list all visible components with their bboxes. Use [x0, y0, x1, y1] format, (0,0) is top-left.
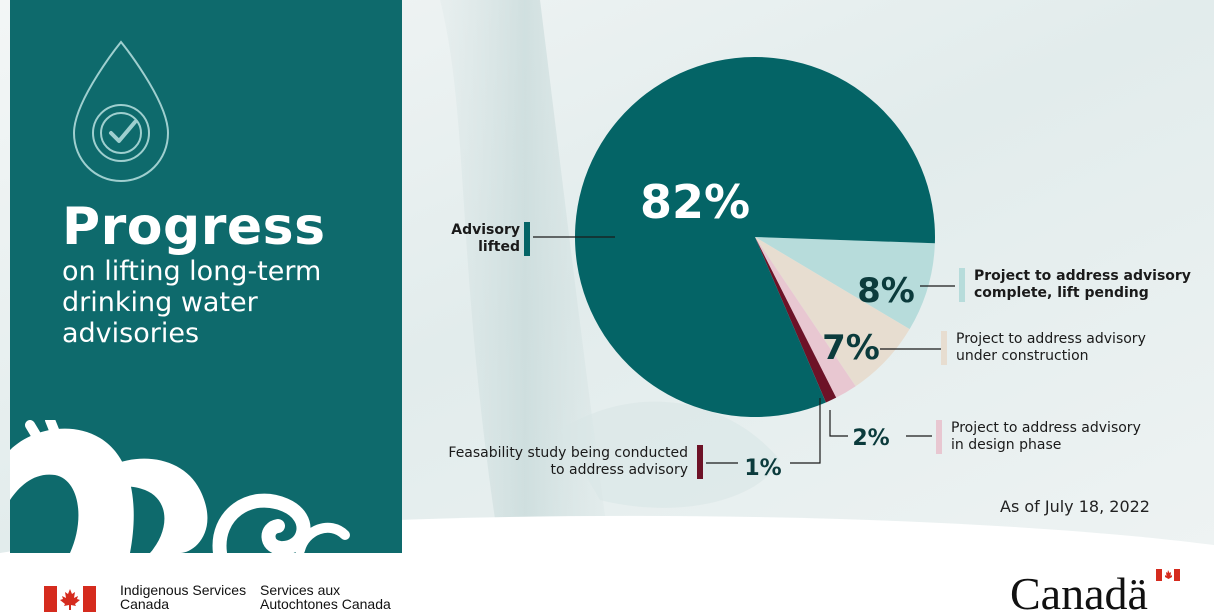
pct-label-construction: 7%: [822, 328, 880, 368]
footer: Indigenous Services Canada Services aux …: [0, 553, 1214, 615]
pct-label-design: 2%: [852, 426, 889, 451]
pie-slice-complete: [755, 237, 935, 330]
pie-slice-lifted: [575, 57, 935, 418]
legend-lifted-line2: lifted: [478, 239, 520, 255]
pct-label-feasibility: 1%: [744, 456, 781, 481]
legend-bar-lifted: [524, 222, 530, 256]
pie-slice-construction: [755, 237, 910, 387]
canada-wordmark: Canadä: [1010, 568, 1180, 613]
legend-construction-line2: under construction: [956, 348, 1089, 364]
legend-complete-line2: complete, lift pending: [974, 285, 1149, 301]
legend-bar-feasibility: [697, 445, 703, 479]
page-title: Progress: [62, 197, 326, 257]
as-of-date: As of July 18, 2022: [1000, 497, 1150, 516]
canada-flag-icon: [44, 586, 96, 612]
water-drop-check-icon: [72, 40, 170, 183]
title-block: Progress on lifting long-term drinking w…: [62, 198, 372, 349]
legend-bar-complete: [959, 268, 965, 302]
legend-feasibility-line2: to address advisory: [550, 462, 689, 478]
legend-label-design: Project to address advisory in design ph…: [951, 420, 1181, 454]
legend-design-line2: in design phase: [951, 437, 1062, 453]
dept-name-fr: Services aux Autochtones Canada: [260, 583, 391, 611]
legend-bar-design: [936, 420, 942, 454]
pie-chart: 82% 8% 7% 2% 1%: [524, 57, 965, 481]
legend-complete-line1: Project to address advisory: [974, 268, 1191, 284]
legend-design-line1: Project to address advisory: [951, 420, 1141, 436]
pct-label-complete: 8%: [857, 271, 915, 311]
leader-feasibility: [706, 398, 821, 464]
legend-lifted-line1: Advisory: [451, 222, 520, 238]
dept-fr-line1: Services aux: [260, 582, 341, 598]
legend-label-feasibility: Feasability study being conducted to add…: [412, 445, 688, 479]
pie-slice-feasibility: [755, 237, 837, 403]
dept-en-line1: Indigenous Services: [120, 582, 247, 598]
legend-label-complete: Project to address advisory complete, li…: [974, 268, 1204, 302]
legend-label-construction: Project to address advisory under constr…: [956, 331, 1186, 365]
dept-en-line2: Canada: [120, 596, 170, 612]
infographic-hero: Progress on lifting long-term drinking w…: [0, 0, 1214, 553]
leader-design: [829, 410, 932, 437]
page-subtitle: on lifting long-term drinking water advi…: [62, 256, 322, 349]
legend-bar-construction: [941, 331, 947, 365]
decorative-swirls: [10, 420, 350, 553]
legend-label-lifted: Advisory lifted: [430, 222, 520, 256]
canada-wordmark-text: Canadä: [1010, 568, 1148, 613]
dept-fr-line2: Autochtones Canada: [260, 596, 391, 612]
legend-feasibility-line1: Feasability study being conducted: [448, 445, 688, 461]
pie-slice-design: [755, 237, 856, 398]
legend-construction-line1: Project to address advisory: [956, 331, 1146, 347]
title-panel: Progress on lifting long-term drinking w…: [10, 0, 402, 553]
dept-name-en: Indigenous Services Canada: [120, 583, 246, 611]
pct-label-lifted: 82%: [640, 175, 750, 229]
